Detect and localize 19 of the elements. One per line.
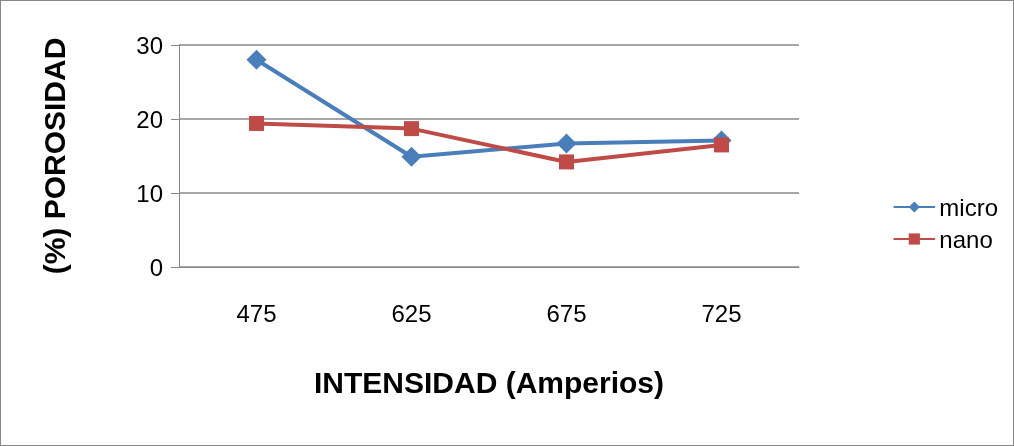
- legend-label: micro: [939, 193, 999, 221]
- legend-label: nano: [939, 225, 993, 253]
- y-tick-label: 20: [136, 105, 163, 133]
- x-tick-label: 675: [546, 299, 587, 327]
- x-axis-title: INTENSIDAD (Amperios): [313, 365, 665, 399]
- point: [559, 154, 574, 170]
- y-tick-label: 10: [136, 179, 163, 207]
- point: [246, 49, 267, 70]
- point: [714, 137, 729, 153]
- x-tick-label: 475: [236, 299, 277, 327]
- point: [556, 133, 577, 154]
- point: [249, 115, 264, 131]
- x-tick-label: 725: [701, 299, 742, 327]
- y-axis-title: (%) POROSIDAD: [37, 37, 71, 275]
- y-tick-label: 30: [136, 31, 163, 59]
- point: [401, 146, 422, 167]
- x-tick-label: 625: [391, 299, 432, 327]
- y-tick-label: 0: [149, 253, 163, 281]
- point: [404, 121, 419, 137]
